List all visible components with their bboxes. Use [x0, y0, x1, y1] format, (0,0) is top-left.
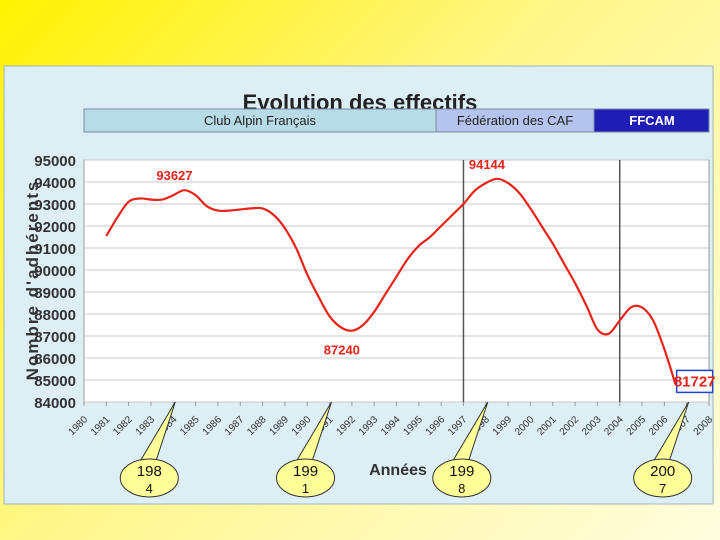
- y-tick-label: 90000: [34, 263, 76, 280]
- callout-year-part2: 4: [146, 481, 153, 496]
- callout-year-part2: 1: [302, 481, 309, 496]
- series-group: [105, 177, 677, 385]
- period-label-federation: Fédération des CAF: [457, 113, 573, 128]
- callout-year-part1: 199: [449, 463, 474, 480]
- data-annotation: 87240: [324, 343, 360, 358]
- callout-year-part1: 199: [293, 463, 318, 480]
- y-tick-label: 94000: [34, 175, 76, 192]
- period-bars: Club Alpin Français Fédération des CAF F…: [83, 108, 710, 133]
- x-axis-title: Années: [369, 462, 427, 479]
- y-tick-label: 92000: [34, 219, 76, 236]
- y-tick-label: 85000: [34, 373, 76, 390]
- callout-bubble: [119, 458, 179, 498]
- callout-year-part1: 200: [650, 463, 675, 480]
- y-axis-tick-labels: 95000 94000 93000 92000 91000 90000 89000 88000…: [34, 153, 76, 412]
- y-tick-label: 88000: [34, 307, 76, 324]
- plot-area: [83, 159, 710, 403]
- period-dividers: [462, 160, 621, 402]
- annotation-box: [675, 369, 714, 394]
- period-label-club-alpin: Club Alpin Français: [204, 113, 316, 128]
- y-tick-label: 86000: [34, 351, 76, 368]
- series-line: [105, 177, 677, 385]
- grid-lines: [83, 159, 710, 406]
- callout-year-part2: 7: [659, 481, 666, 496]
- y-tick-label: 89000: [34, 285, 76, 302]
- data-annotation: 94144: [469, 157, 506, 172]
- callout-year-part2: 8: [458, 481, 465, 496]
- callout-bubble: [276, 458, 336, 498]
- data-annotations: 93627 87240 94144 81727: [156, 157, 716, 394]
- y-tick-label: 84000: [34, 395, 76, 412]
- callout-year-part1: 198: [137, 463, 162, 480]
- y-tick-label: 93000: [34, 197, 76, 214]
- y-tick-label: 91000: [34, 241, 76, 258]
- callout-bubble: [633, 458, 693, 498]
- y-axis-title: Nombre d'adhérents: [23, 180, 42, 381]
- y-tick-label: 87000: [34, 329, 76, 346]
- period-label-ffcam: FFCAM: [629, 113, 675, 128]
- data-annotation: 81727: [674, 373, 716, 390]
- y-tick-label: 95000: [34, 153, 76, 170]
- period-bar-ffcam: [593, 108, 710, 133]
- callout-bubble: [432, 458, 492, 498]
- data-annotation: 93627: [156, 168, 192, 183]
